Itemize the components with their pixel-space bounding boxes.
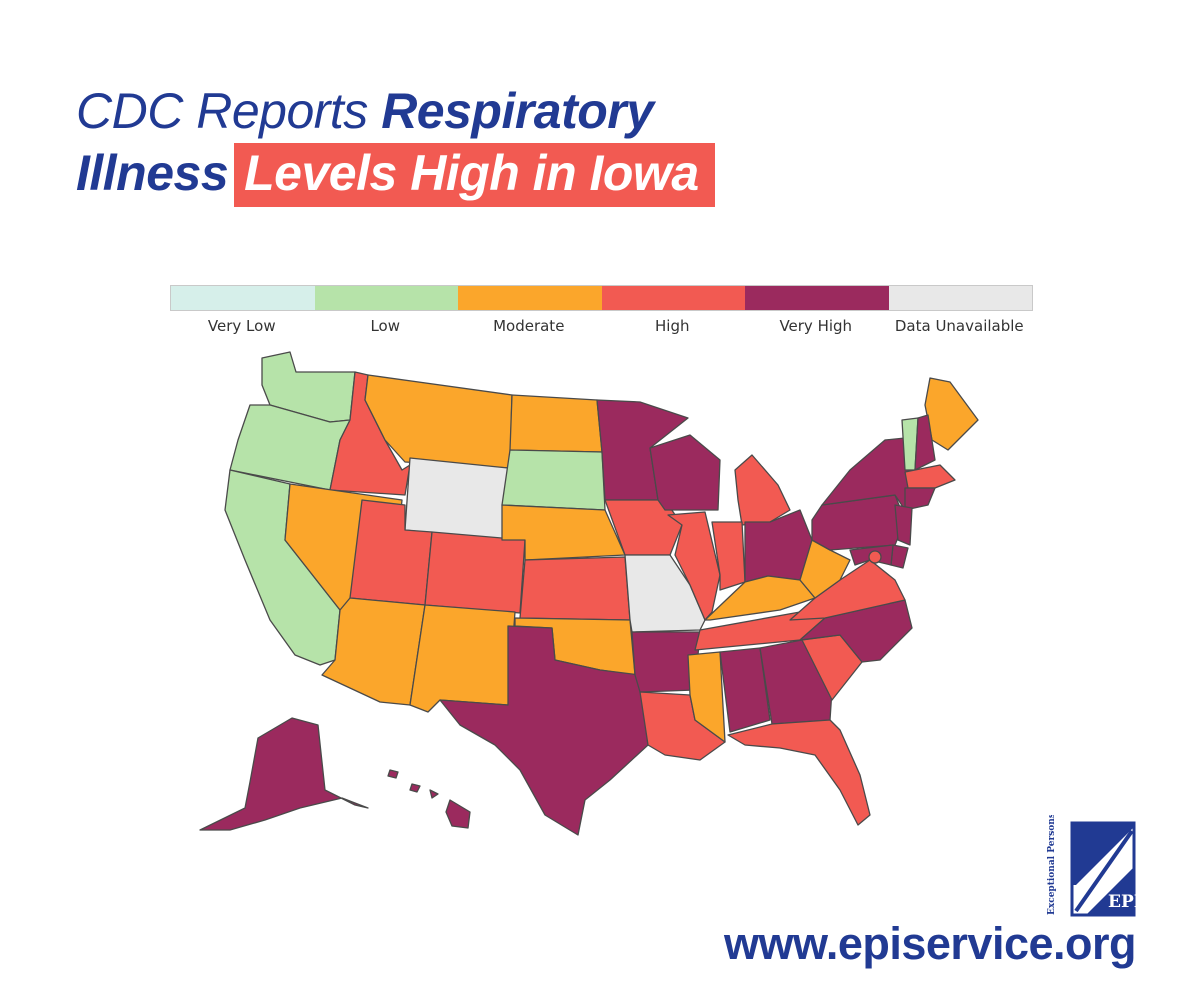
legend-label-very-low: Very Low (207, 317, 276, 335)
state-ct (904, 487, 936, 511)
state-wi (649, 434, 721, 511)
legend-label-very-high: Very High (779, 317, 853, 335)
state-de (890, 544, 909, 569)
state-me (924, 377, 979, 451)
headline-part3: Illness (76, 145, 229, 201)
legend-swatch-moderate (458, 286, 602, 310)
headline-part2: Respiratory (381, 83, 654, 139)
state-al (719, 647, 771, 733)
legend-label-unavailable: Data Unavailable (894, 317, 1024, 335)
state-ia (604, 499, 683, 556)
headline-line-2: Illness Levels High in Iowa (76, 142, 715, 207)
legend-swatch-high (601, 286, 745, 310)
logo-text: EPI (1108, 892, 1140, 912)
state-wy (404, 457, 509, 541)
legend-swatch-unavailable (888, 286, 1032, 310)
state-ms (687, 651, 726, 743)
state-tx (439, 625, 649, 836)
state-nj (894, 504, 913, 546)
legend-labels: Very Low Low Moderate High Very High Dat… (170, 318, 1031, 335)
state-in (711, 521, 746, 591)
state-ks (519, 556, 631, 621)
legend-swatch-low (314, 286, 458, 310)
state-mi (734, 454, 791, 526)
legend-bar (170, 285, 1033, 311)
headline: CDC Reports Respiratory Illness Levels Hi… (76, 80, 715, 207)
headline-part1: CDC Reports (76, 83, 382, 139)
state-sd (501, 449, 606, 511)
state-nh (914, 414, 936, 471)
state-co (424, 531, 526, 614)
legend-label-low: Low (370, 317, 401, 335)
website-url[interactable]: www.episervice.org (724, 918, 1137, 969)
legend-swatch-very-low (171, 286, 315, 310)
legend-label-high: High (655, 317, 690, 335)
state-ak (199, 717, 369, 831)
state-nd (509, 394, 603, 453)
state-dc (868, 550, 882, 564)
state-ma (904, 464, 956, 489)
logo-side-text: Exceptional Persons, Inc. (1047, 815, 1057, 915)
legend-swatch-very-high (745, 286, 889, 310)
legend-label-moderate: Moderate (493, 317, 565, 335)
headline-highlight: Levels High in Iowa (234, 143, 715, 207)
headline-line-1: CDC Reports Respiratory (76, 80, 715, 142)
state-mo (624, 554, 706, 633)
state-fl (727, 719, 871, 826)
state-nm (409, 604, 516, 713)
state-ar (631, 631, 701, 693)
state-ny (821, 437, 916, 511)
epi-logo: Exceptional Persons, Inc. EPI (1040, 787, 1142, 925)
state-hi (387, 769, 471, 829)
